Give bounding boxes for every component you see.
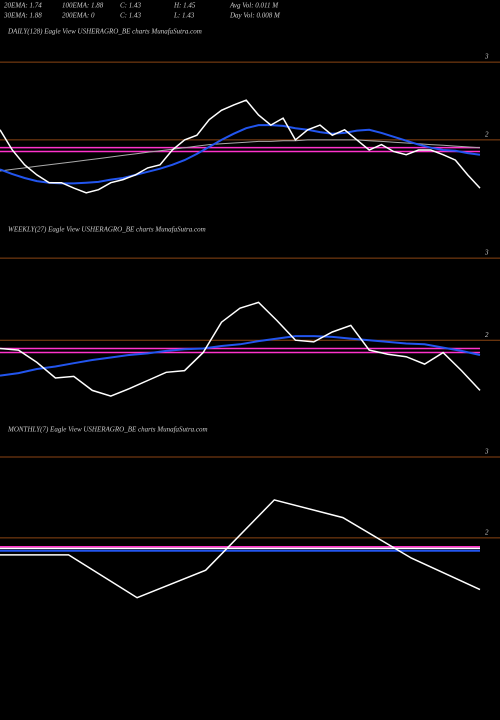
series-line xyxy=(0,124,481,185)
y-tick-label: 2 xyxy=(485,130,489,138)
stat-label: L: 1.43 xyxy=(173,12,195,20)
y-tick-label: 3 xyxy=(484,249,489,257)
y-tick-label: 3 xyxy=(484,53,489,61)
stat-label: Day Vol: 0.008 M xyxy=(229,12,281,20)
stat-label: 200EMA: 0 xyxy=(62,12,95,20)
stat-label: C: 1.43 xyxy=(120,2,142,10)
series-line xyxy=(0,301,481,397)
panel-label: MONTHLY(7) Eagle View USHERAGRO_BE chart… xyxy=(7,426,208,434)
stat-label: Avg Vol: 0.011 M xyxy=(229,2,279,10)
series-line xyxy=(0,139,481,172)
stat-label: H: 1.45 xyxy=(173,2,196,10)
panel-label: DAILY(128) Eagle View USHERAGRO_BE chart… xyxy=(7,28,202,36)
series-line xyxy=(0,499,481,599)
stat-label: 100EMA: 1.88 xyxy=(62,2,104,10)
y-tick-label: 2 xyxy=(485,528,489,536)
y-tick-label: 2 xyxy=(485,331,489,339)
stat-label: 30EMA: 1.88 xyxy=(3,12,42,20)
series-line xyxy=(0,99,481,194)
y-tick-label: 3 xyxy=(484,448,489,456)
stat-label: 20EMA: 1.74 xyxy=(4,2,42,10)
series-line xyxy=(0,335,481,377)
panel-label: WEEKLY(27) Eagle View USHERAGRO_BE chart… xyxy=(8,226,206,234)
stat-label: C: 1.43 xyxy=(120,12,142,20)
